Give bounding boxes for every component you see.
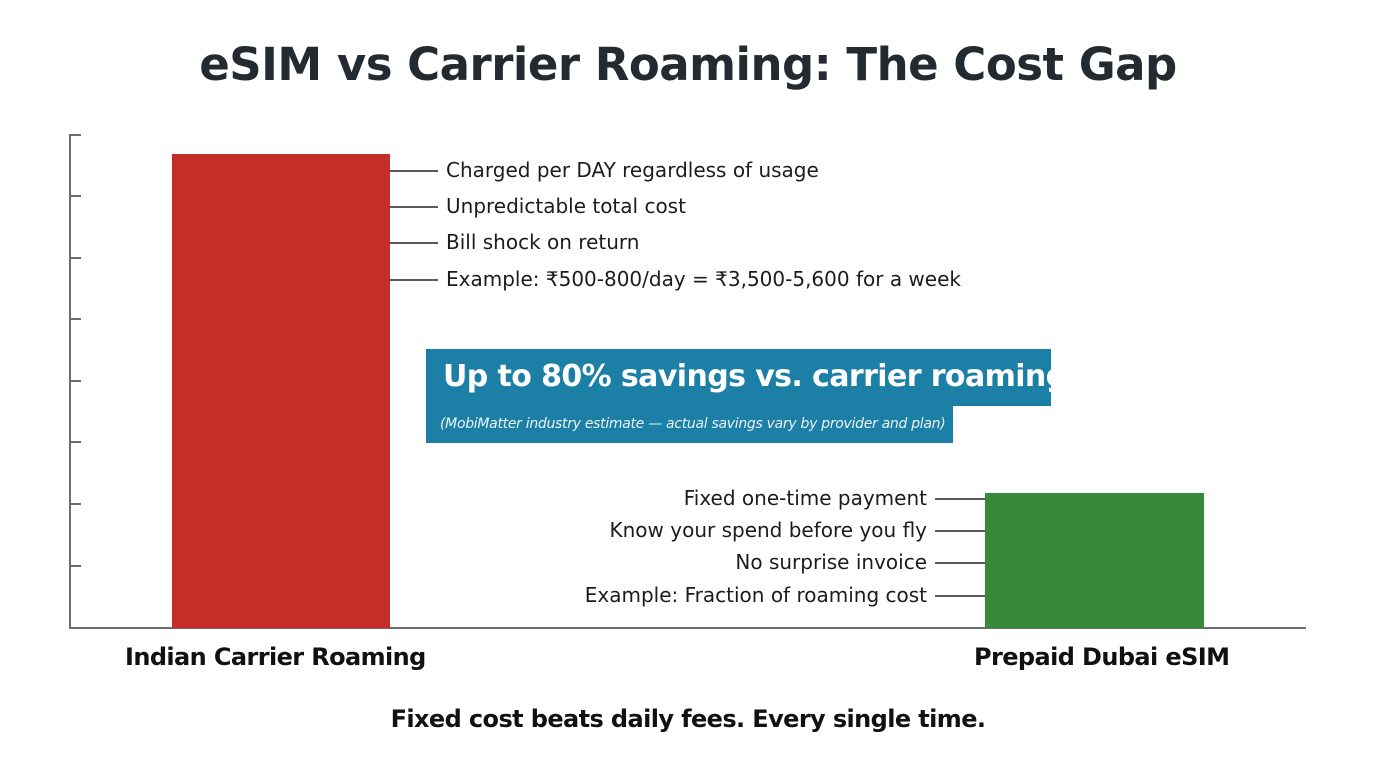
esim-note: Know your spend before you fly <box>609 518 927 542</box>
esim-note: No surprise invoice <box>735 550 927 574</box>
savings-callout-note-panel <box>426 405 953 443</box>
y-axis-tick <box>70 318 81 320</box>
y-axis-tick <box>70 195 81 197</box>
roaming-note: Bill shock on return <box>446 230 640 254</box>
savings-callout <box>426 349 1051 406</box>
roaming-note: Charged per DAY regardless of usage <box>446 158 819 182</box>
leader-line <box>390 206 438 208</box>
leader-line <box>935 595 985 597</box>
esim-note: Fixed one-time payment <box>683 486 927 510</box>
leader-line <box>935 530 985 532</box>
y-axis-tick <box>70 134 81 136</box>
savings-disclaimer: (MobiMatter industry estimate — actual s… <box>440 416 946 432</box>
leader-line <box>935 562 985 564</box>
x-axis <box>69 627 1306 629</box>
bar-indian-carrier-roaming <box>172 154 390 628</box>
y-axis-tick <box>70 565 81 567</box>
y-axis-tick <box>70 380 81 382</box>
category-label-roaming: Indian Carrier Roaming <box>125 643 426 671</box>
y-axis-tick <box>70 257 81 259</box>
roaming-note: Example: ₹500-800/day = ₹3,500-5,600 for… <box>446 267 961 291</box>
y-axis-tick <box>70 503 81 505</box>
leader-line <box>390 242 438 244</box>
leader-line <box>935 498 985 500</box>
y-axis-tick <box>70 441 81 443</box>
savings-headline: Up to 80% savings vs. carrier roaming <box>443 359 1067 394</box>
chart-footer-tagline: Fixed cost beats daily fees. Every singl… <box>390 705 986 733</box>
chart-title: eSIM vs Carrier Roaming: The Cost Gap <box>199 38 1177 91</box>
esim-note: Example: Fraction of roaming cost <box>584 583 927 607</box>
leader-line <box>390 279 438 281</box>
category-label-esim: Prepaid Dubai eSIM <box>974 643 1230 671</box>
bar-prepaid-dubai-esim <box>985 493 1204 628</box>
leader-line <box>390 170 438 172</box>
roaming-note: Unpredictable total cost <box>446 194 686 218</box>
